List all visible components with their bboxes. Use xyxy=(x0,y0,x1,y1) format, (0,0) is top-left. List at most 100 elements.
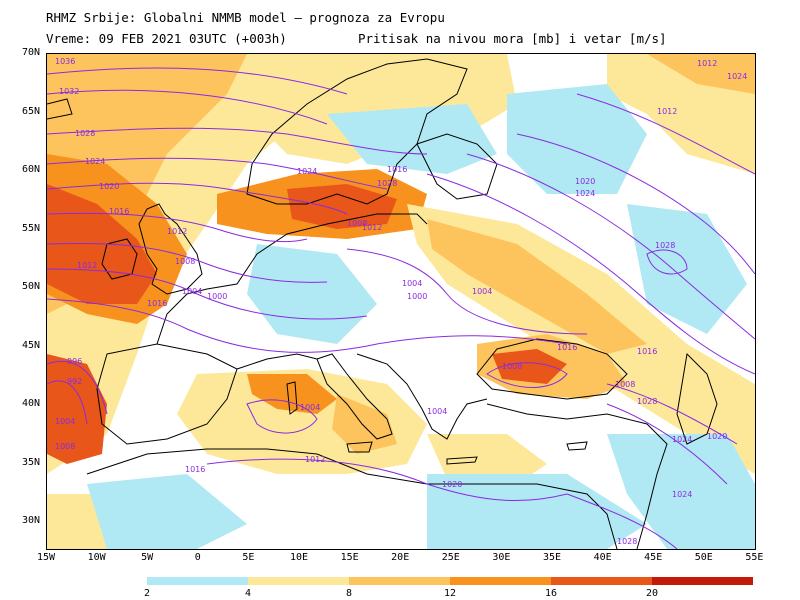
latitude-label: 60N xyxy=(21,164,40,175)
isobar-label: 1020 xyxy=(575,177,595,186)
isobar-label: 1024 xyxy=(727,72,747,81)
isobar-label: 1012 xyxy=(657,107,677,116)
isobar-label: 1028 xyxy=(637,397,657,406)
longitude-label: 30E xyxy=(492,552,511,563)
isobar-label: 1024 xyxy=(297,167,317,176)
coast-black-sea xyxy=(476,338,628,400)
coast-caspian xyxy=(676,352,718,445)
coast-north-europe xyxy=(156,213,428,345)
wind-zone xyxy=(607,434,755,549)
latitude-label: 65N xyxy=(21,105,40,117)
isobar xyxy=(486,362,568,388)
coast-sicily xyxy=(346,441,373,453)
colorbar-segment xyxy=(450,577,551,585)
wind-zone xyxy=(492,349,567,384)
map-title: RHMZ Srbije: Globalni NMMB model — progn… xyxy=(46,10,445,25)
isobar-label: 1028 xyxy=(377,179,397,188)
wind-zone xyxy=(247,244,377,344)
isobars xyxy=(47,67,755,549)
isobar xyxy=(47,380,88,425)
latitude-label: 50N xyxy=(21,281,40,292)
coast-france-south xyxy=(236,353,318,370)
latitude-label: 55N xyxy=(21,222,40,234)
longitude-label: 50E xyxy=(694,552,713,563)
longitude-label: 10W xyxy=(87,552,106,563)
colorbar-segment xyxy=(551,577,652,585)
longitude-label: 5W xyxy=(141,552,154,563)
isobar-label: 1008 xyxy=(615,380,635,389)
isobar-label: 1016 xyxy=(109,207,129,216)
wind-zone xyxy=(332,394,397,454)
isobar xyxy=(576,93,755,175)
colorbar-segment xyxy=(147,577,248,585)
isobar-label: 1016 xyxy=(557,343,577,352)
isobar-label: 1000 xyxy=(207,292,227,301)
isobar xyxy=(516,133,755,275)
wind-zone xyxy=(647,54,755,94)
isobar-label: 1016 xyxy=(637,347,657,356)
colorbar-segment xyxy=(349,577,450,585)
isobar xyxy=(426,173,755,375)
isobar-label: 1016 xyxy=(185,465,205,474)
colorbar-label: 2 xyxy=(143,588,151,599)
longitude-label: 25E xyxy=(441,552,460,563)
isobar xyxy=(346,248,588,335)
latitude-label: 40N xyxy=(21,398,40,409)
isobar xyxy=(47,212,308,243)
isobar xyxy=(246,399,318,434)
isobar-label: 1024 xyxy=(672,490,692,499)
isobar-label: 1024 xyxy=(575,189,595,198)
longitude-label: 0 xyxy=(194,552,201,563)
coastlines xyxy=(47,58,718,549)
isobar-label: 1032 xyxy=(59,87,79,96)
longitude-label: 55E xyxy=(745,552,764,563)
latitude-label: 70N xyxy=(21,47,40,58)
longitude-label: 20E xyxy=(391,552,410,563)
isobar xyxy=(47,127,428,155)
longitude-label: 15W xyxy=(36,552,56,563)
coast-sardinia xyxy=(286,381,298,415)
isobar xyxy=(47,298,568,353)
isobar-label: 1004 xyxy=(300,403,320,412)
isobar-label: 1020 xyxy=(442,480,462,489)
isobar-label: 1008 xyxy=(175,257,195,266)
forecast-time: Vreme: 09 FEB 2021 03UTC (+003h) xyxy=(46,31,287,46)
coast-finland xyxy=(416,133,498,200)
isobar-label: 996 xyxy=(67,357,82,366)
colorbar-label: 20 xyxy=(645,588,659,599)
colorbar-label: 16 xyxy=(544,588,558,599)
isobar-label: 1004 xyxy=(402,279,422,288)
coast-cyprus xyxy=(566,441,588,451)
latitude-label: 45N xyxy=(21,339,40,351)
isobar-label: 1012 xyxy=(167,227,187,236)
longitude-label: 45E xyxy=(644,552,663,563)
longitude-label: 5E xyxy=(242,552,255,563)
colorbar-label: 12 xyxy=(443,588,457,599)
colorbar-segment xyxy=(248,577,349,585)
isobar-label: 1012 xyxy=(362,223,382,232)
isobar xyxy=(47,360,108,415)
wind-zone xyxy=(287,184,397,229)
colorbar-segment xyxy=(652,577,753,585)
wind-zone xyxy=(87,474,247,549)
isobar xyxy=(47,242,328,283)
isobar xyxy=(566,493,678,549)
isobar xyxy=(47,67,348,95)
isobar xyxy=(47,268,368,320)
isobar-label: 1004 xyxy=(182,287,202,296)
latitude-label: 35N xyxy=(21,456,40,468)
isobar-label: 1004 xyxy=(427,407,447,416)
longitude-label: 40E xyxy=(593,552,612,563)
map-panel: 1036 1032 1028 1024 1020 1016 1012 1008 1004 1000… xyxy=(46,53,756,550)
isobar-label: 1008 xyxy=(55,442,75,451)
coast-iceland xyxy=(47,98,73,120)
wind-zone xyxy=(247,374,337,414)
isobar-label: 1024 xyxy=(85,157,105,166)
longitude-label: 15E xyxy=(340,552,359,563)
isobar-label: 1000 xyxy=(407,292,427,301)
longitude-label: 35E xyxy=(542,552,562,563)
isobar-label: 1036 xyxy=(55,57,75,66)
isobar-label: 1020 xyxy=(707,432,727,441)
isobar xyxy=(47,89,328,125)
isobar xyxy=(206,458,568,502)
